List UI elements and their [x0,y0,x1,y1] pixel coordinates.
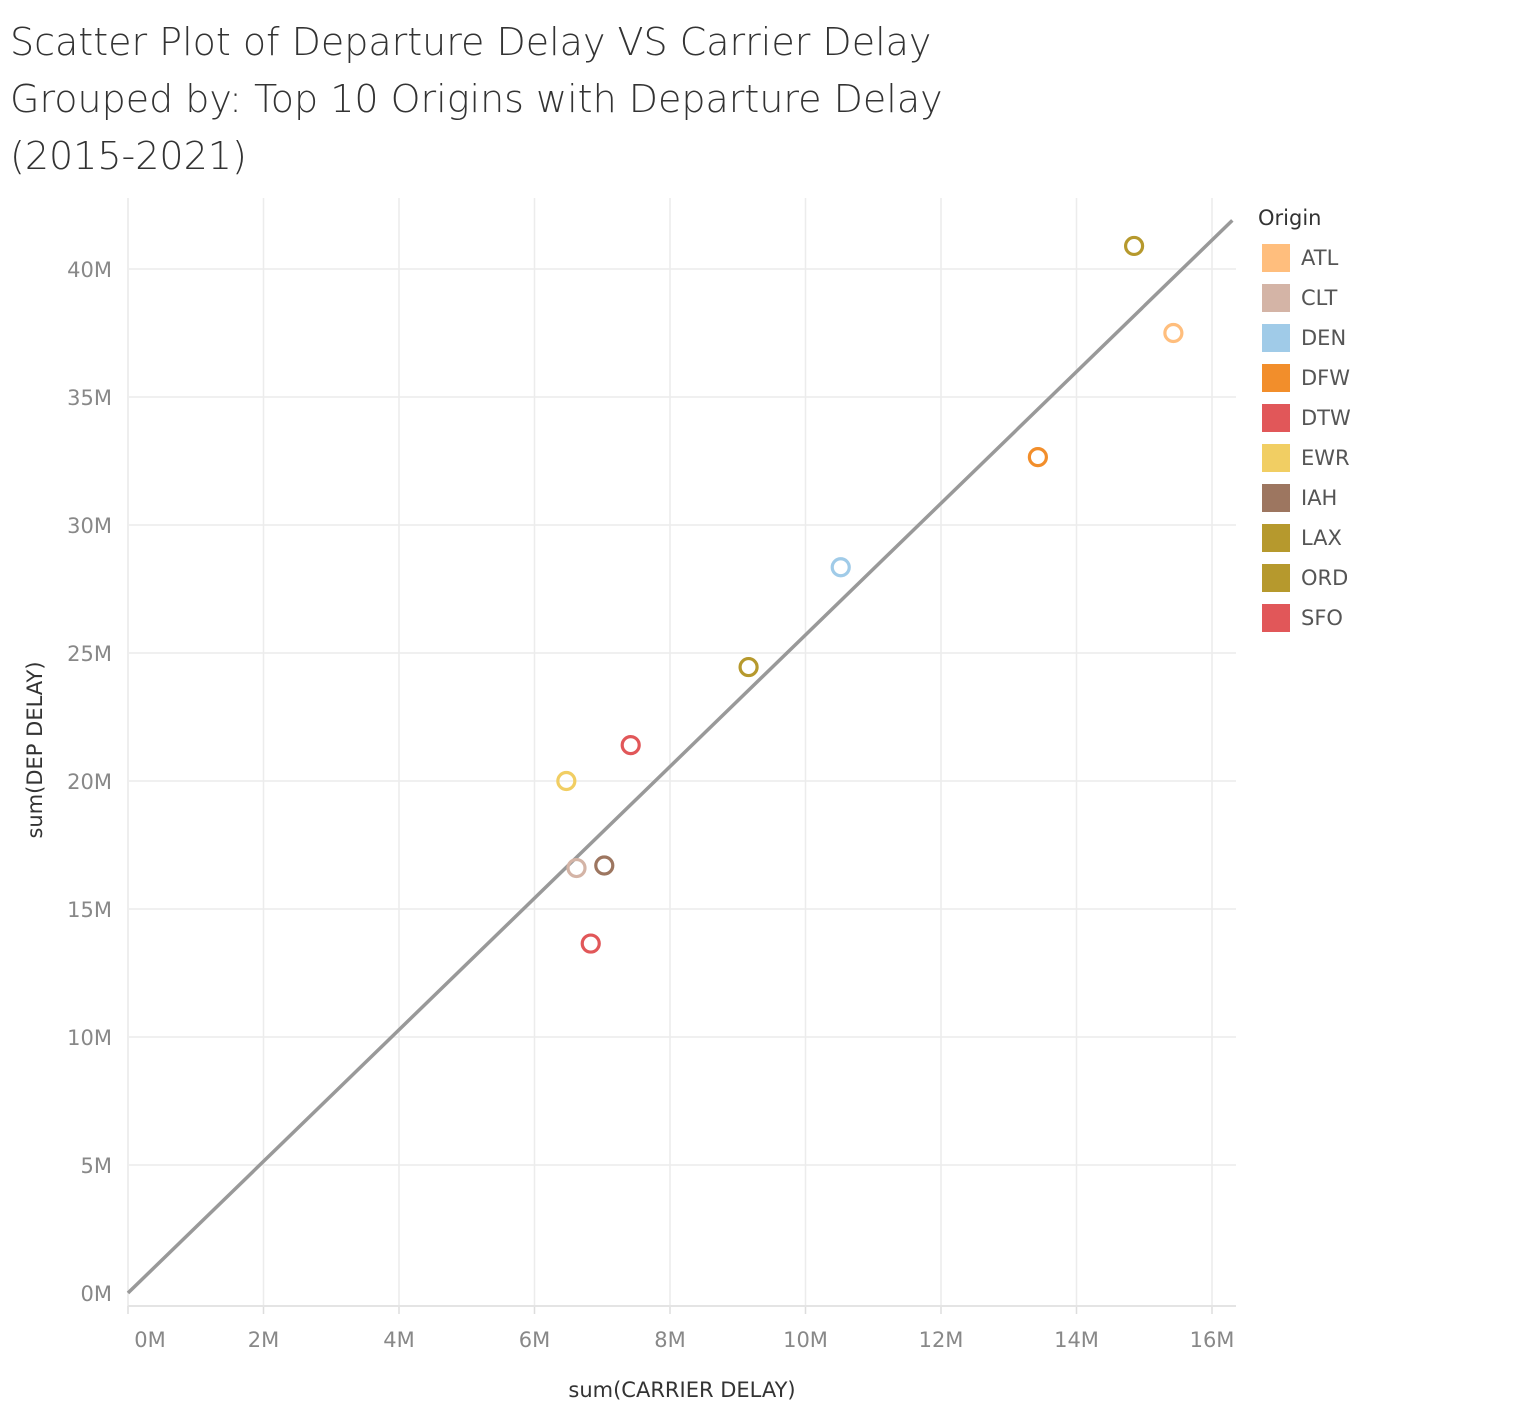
legend-swatch [1262,244,1290,272]
legend: Origin ATL CLT DEN DFW DTW EWR IAH LAX ORD SFO [1258,206,1351,638]
y-tick-label: 15M [67,898,112,922]
x-tick-label: 2M [248,1328,279,1352]
trend-line-layer [126,219,1234,1295]
y-tick-label: 5M [81,1154,112,1178]
chart-title-line-3: (2015-2021) [10,134,247,178]
data-point-iah[interactable] [594,855,615,876]
y-tick-label: 30M [67,514,112,538]
y-tick-label: 10M [67,1026,112,1050]
x-tick-label: 10M [783,1328,828,1352]
legend-label: IAH [1301,486,1338,510]
legend-label: EWR [1301,446,1350,470]
data-point-atl[interactable] [1163,322,1184,344]
x-tick-label: 6M [519,1328,550,1352]
legend-swatch [1262,604,1290,632]
x-tick-label: 8M [654,1328,685,1352]
legend-swatch [1262,484,1290,512]
legend-swatch [1262,564,1290,592]
legend-item-sfo[interactable]: SFO [1258,598,1351,638]
legend-item-lax[interactable]: LAX [1258,518,1351,558]
x-tick-label: 16M [1190,1328,1235,1352]
chart-title: Scatter Plot of Departure Delay VS Carri… [10,14,943,185]
legend-swatch [1262,404,1290,432]
y-tick-label: 40M [67,258,112,282]
legend-label: CLT [1301,286,1338,310]
legend-label: ATL [1301,246,1339,270]
x-tick-label: 0M [134,1328,165,1352]
legend-item-dfw[interactable]: DFW [1258,358,1351,398]
legend-label: SFO [1301,606,1343,630]
legend-title: Origin [1258,206,1322,230]
x-axis-label: sum(CARRIER DELAY) [568,1378,795,1402]
legend-item-ord[interactable]: ORD [1258,558,1351,598]
grid [128,198,1236,1306]
chart-title-line-2: Grouped by: Top 10 Origins with Departur… [10,77,943,121]
legend-label: LAX [1301,526,1342,550]
y-tick-label: 0M [81,1282,112,1306]
legend-label: DEN [1301,326,1347,350]
data-point-sfo[interactable] [580,933,601,954]
x-tick-label: 4M [383,1328,414,1352]
x-tick-label: 14M [1054,1328,1099,1352]
legend-label: DTW [1301,406,1351,430]
data-point-lax[interactable] [738,656,759,678]
legend-item-den[interactable]: DEN [1258,318,1351,358]
y-tick-label: 20M [67,770,112,794]
data-point-dfw[interactable] [1027,447,1048,468]
legend-label: ORD [1301,566,1349,590]
y-tick-label: 25M [67,642,112,666]
legend-item-atl[interactable]: ATL [1258,238,1351,278]
legend-item-clt[interactable]: CLT [1258,278,1351,318]
legend-items: ATL CLT DEN DFW DTW EWR IAH LAX ORD SFO [1258,238,1351,638]
trend-line [126,219,1234,1295]
legend-label: DFW [1301,366,1351,390]
legend-swatch [1262,284,1290,312]
legend-item-iah[interactable]: IAH [1258,478,1351,518]
legend-swatch [1262,524,1290,552]
data-point-den[interactable] [830,557,851,578]
axes: 0M 2M 4M 6M 8M 10M 12M 14M 16M 0M 5M 10M 15M 20M 25M 30… [67,198,1236,1352]
data-points [556,235,1184,954]
legend-item-dtw[interactable]: DTW [1258,398,1351,438]
y-tick-label: 35M [67,386,112,410]
chart-title-line-1: Scatter Plot of Departure Delay VS Carri… [10,20,932,64]
legend-swatch [1262,324,1290,352]
data-point-clt[interactable] [566,857,587,879]
data-point-ewr[interactable] [556,770,577,792]
data-point-ord[interactable] [1123,235,1145,257]
legend-swatch [1262,444,1290,472]
y-axis-label: sum(DEP DELAY) [23,661,47,838]
legend-swatch [1262,364,1290,392]
legend-item-ewr[interactable]: EWR [1258,438,1351,478]
x-tick-label: 12M [919,1328,964,1352]
data-point-dtw[interactable] [620,735,641,756]
